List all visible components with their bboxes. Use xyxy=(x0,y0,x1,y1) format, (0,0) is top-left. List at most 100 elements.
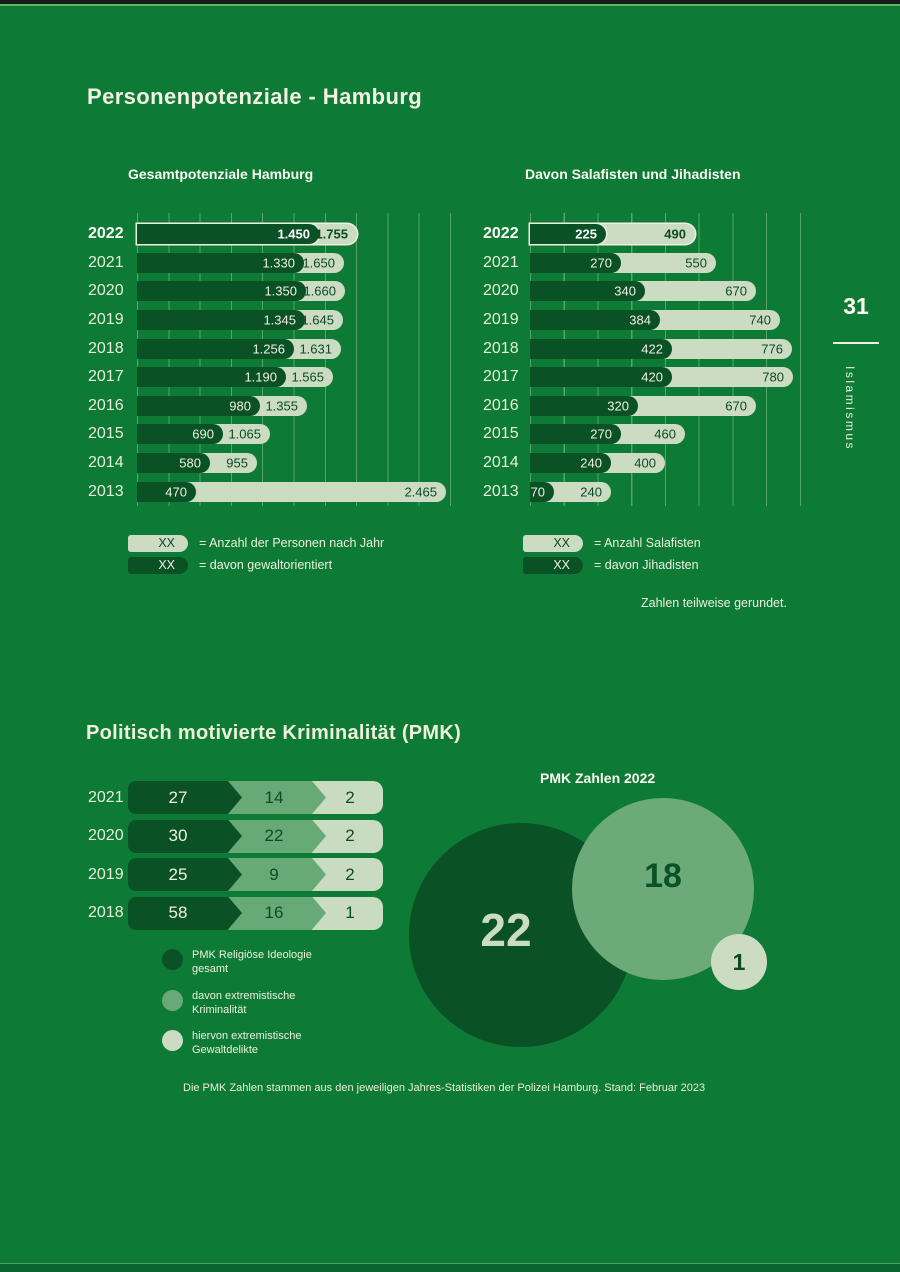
bar-dark: 340 xyxy=(530,281,645,302)
pmk-legend-label: davon extremistische Kriminalität xyxy=(192,989,295,1018)
bar-value: 1.065 xyxy=(228,426,261,442)
legend-row: XX = davon Jihadisten xyxy=(523,556,701,574)
pmk-segment-value: 30 xyxy=(168,826,188,845)
pmk-legend-label: PMK Religiöse Ideologie gesamt xyxy=(192,948,312,977)
legend-placeholder: XX xyxy=(158,536,175,550)
bar-row-2020: 2020 670 340 xyxy=(483,277,800,306)
pmk-segment-value: 1 xyxy=(345,903,355,922)
bar-dark: 1.190 xyxy=(137,367,286,388)
year-label: 2022 xyxy=(483,225,519,243)
pmk-legend-swatch-mid xyxy=(162,989,183,1011)
page-number-rule xyxy=(833,342,879,344)
page-number: 31 xyxy=(843,293,869,319)
pmk-legend-label-line: Kriminalität xyxy=(192,1003,247,1016)
bar-value: 670 xyxy=(725,398,747,414)
legend-gesamtpotenziale: XX = Anzahl der Personen nach Jahr XX = … xyxy=(128,534,384,578)
pmk-segment-value: 2 xyxy=(345,787,355,807)
bar-dark: 580 xyxy=(137,453,210,474)
bar-row-2021: 2021 550 270 xyxy=(483,249,800,278)
bar-value: 955 xyxy=(226,455,248,471)
legend-label: = davon gewaltorientiert xyxy=(199,558,333,572)
bar-value: 1.256 xyxy=(252,341,285,357)
source-note: Die PMK Zahlen stammen aus den jeweilige… xyxy=(183,1082,706,1094)
pmk-2022-circle-gewaltdelikte: 1 xyxy=(711,934,767,990)
pmk-legend-swatch-dark xyxy=(162,949,183,970)
page-bottom-accent-line xyxy=(0,1263,900,1264)
pmk-segment-value: 14 xyxy=(264,787,284,807)
pmk-row-2020: 2020 2 22 30 xyxy=(88,819,383,853)
year-label: 2020 xyxy=(483,282,519,300)
bar-value: 740 xyxy=(749,312,771,328)
bar-value: 776 xyxy=(761,341,783,357)
pmk-segment xyxy=(228,858,312,891)
bar-light: 2.465 xyxy=(137,481,446,502)
year-label: 2013 xyxy=(88,482,124,500)
year-label: 2016 xyxy=(483,396,519,414)
chart-title-gesamtpotenziale: Gesamtpotenziale Hamburg xyxy=(128,166,314,182)
bar-dark: 980 xyxy=(137,395,260,416)
pmk-bar: 2 14 27 xyxy=(128,781,383,814)
bar-row-2014: 2014 400 240 xyxy=(483,449,800,478)
year-label: 2020 xyxy=(88,827,124,844)
chapter-tab-label: Islamismus xyxy=(843,366,857,452)
bar-dark: 70 xyxy=(530,481,554,502)
legend-placeholder: XX xyxy=(553,536,570,550)
legend-label: = Anzahl Salafisten xyxy=(594,536,701,550)
pmk-segment-value: 27 xyxy=(168,787,188,807)
bar-area: 1.650 1.330 xyxy=(137,249,450,278)
bar-row-2014: 2014 955 580 xyxy=(88,449,450,478)
bar-value: 1.631 xyxy=(299,341,332,357)
page-bottom-border xyxy=(0,1264,900,1272)
bar-value: 240 xyxy=(580,484,602,500)
year-label: 2021 xyxy=(88,788,124,806)
pmk-2022-title: PMK Zahlen 2022 xyxy=(540,770,656,786)
bar-area: 550 270 xyxy=(530,249,800,278)
page-top-border xyxy=(0,0,900,4)
year-label: 2018 xyxy=(88,904,124,921)
bar-value: 1.450 xyxy=(277,226,310,242)
bar-dark: 1.345 xyxy=(137,310,305,331)
bar-row-2018: 2018 1.631 1.256 xyxy=(88,334,450,363)
pmk-bar-chart: 2021 2 14 27 2020 2 22 30 2019 2 9 25 2018 1 16 58 xyxy=(88,781,383,930)
bar-area: 670 340 xyxy=(530,277,800,306)
bar-dark: 1.350 xyxy=(137,281,306,302)
bar-dark: 1.256 xyxy=(137,338,294,359)
legend-row: XX = Anzahl der Personen nach Jahr xyxy=(128,534,384,552)
bar-row-2013: 2013 2.465 470 xyxy=(88,477,450,506)
bar-area: 1.565 1.190 xyxy=(137,363,450,392)
bar-value: 270 xyxy=(590,426,612,442)
bar-area: 490 225 xyxy=(530,220,800,249)
bar-area: 400 240 xyxy=(530,449,800,478)
pmk-2022-value-extremistisch: 18 xyxy=(644,857,682,895)
bar-value: 2.465 xyxy=(404,484,437,500)
year-label: 2013 xyxy=(483,482,519,500)
pmk-segment xyxy=(128,781,228,814)
bar-row-2018: 2018 776 422 xyxy=(483,334,800,363)
legend-placeholder: XX xyxy=(553,558,570,572)
bar-dark: 690 xyxy=(137,424,223,445)
bar-row-2015: 2015 460 270 xyxy=(483,420,800,449)
bar-dark: 270 xyxy=(530,424,621,445)
pmk-segment-value: 22 xyxy=(264,826,284,845)
bar-value: 320 xyxy=(607,398,629,414)
pmk-bar: 2 22 30 xyxy=(128,819,383,853)
bar-dark: 270 xyxy=(530,252,621,273)
bar-row-2019: 2019 740 384 xyxy=(483,306,800,335)
bar-dark: 422 xyxy=(530,338,672,359)
bar-value: 384 xyxy=(629,312,651,328)
bar-dark: 1.450 xyxy=(137,224,319,245)
legend-row: XX = Anzahl Salafisten xyxy=(523,534,701,552)
bar-value: 270 xyxy=(590,255,612,271)
bar-area: 780 420 xyxy=(530,363,800,392)
bar-value: 550 xyxy=(685,255,707,271)
pmk-segment xyxy=(128,858,228,891)
bar-area: 2.465 470 xyxy=(137,477,450,506)
pmk-row-2019: 2019 2 9 25 xyxy=(88,858,383,891)
bar-area: 240 70 xyxy=(530,477,800,506)
pmk-legend-label: hiervon extremistische Gewaltdelikte xyxy=(192,1029,301,1058)
bar-value: 670 xyxy=(725,283,747,299)
year-label: 2021 xyxy=(483,253,519,271)
pmk-legend-row: PMK Religiöse Ideologie gesamt xyxy=(162,948,312,977)
bar-row-2017: 2017 1.565 1.190 xyxy=(88,363,450,392)
bar-value: 460 xyxy=(654,426,676,442)
